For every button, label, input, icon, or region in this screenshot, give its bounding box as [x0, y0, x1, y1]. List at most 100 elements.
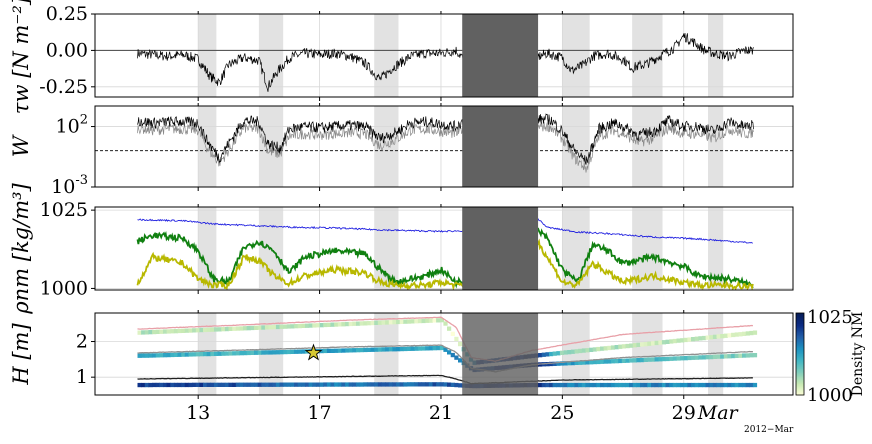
band-middle-cell — [680, 356, 685, 361]
band-middle-cell — [374, 347, 379, 352]
band-middle-cell — [570, 360, 576, 366]
band-bottom-cell — [301, 382, 306, 387]
band-bottom-cell — [177, 382, 182, 388]
band-top-cell — [356, 321, 361, 326]
band-top-cell — [669, 339, 674, 344]
band-bottom-cell — [439, 382, 444, 387]
band-top-cell — [148, 330, 153, 335]
band-middle-cell — [272, 350, 277, 355]
colorbar-segment — [796, 329, 804, 332]
band-top-cell — [556, 351, 561, 356]
band-top-cell — [323, 322, 328, 328]
band-bottom-cell — [621, 382, 626, 388]
colorbar-segment — [796, 341, 804, 344]
band-top-cell — [428, 318, 433, 323]
band-bottom-cell — [214, 382, 219, 387]
colorbar-segment — [796, 385, 804, 388]
shade-light — [632, 14, 663, 97]
band-bottom-cell — [356, 382, 361, 387]
band-middle-cell — [370, 347, 375, 352]
band-top-cell — [632, 343, 637, 348]
band-top-cell — [312, 323, 317, 328]
band-bottom-cell — [651, 382, 656, 388]
band-bottom-cell — [155, 382, 160, 388]
colorbar-tick-label: 1025 — [807, 307, 853, 328]
band-middle-cell — [694, 355, 699, 360]
band-bottom-cell — [385, 382, 390, 387]
colorbar-segment — [796, 332, 804, 335]
band-middle-cell — [399, 346, 404, 352]
band-middle-cell — [421, 346, 426, 351]
band-bottom-cell — [173, 382, 179, 388]
band-middle-cell — [290, 349, 295, 354]
colorbar-segment — [796, 366, 804, 369]
panel-w: 102 10-3 W — [9, 103, 794, 198]
colorbar-segment — [796, 319, 804, 322]
line-middle-interface — [137, 344, 753, 373]
colorbar-segment — [796, 375, 804, 378]
band-bottom-cell — [268, 382, 273, 387]
band-top-cell — [243, 326, 248, 331]
band-top-cell — [610, 345, 616, 350]
band-bottom-cell — [672, 382, 677, 388]
band-bottom-cell — [366, 382, 372, 387]
band-top-cell — [676, 338, 681, 343]
band-top-cell — [636, 342, 641, 347]
colorbar-segment — [796, 313, 804, 315]
band-top-cell — [399, 319, 404, 324]
band-bottom-cell — [702, 382, 707, 388]
band-bottom-cell — [224, 382, 230, 387]
band-middle-cell — [192, 352, 197, 357]
x-tick-label: 25 — [550, 402, 574, 424]
band-bottom-cell — [228, 382, 233, 387]
band-bottom-cell — [239, 382, 244, 387]
shade-dark — [462, 207, 539, 290]
band-bottom-cell — [410, 382, 415, 387]
band-top-cell — [720, 334, 725, 339]
colorbar-segment — [796, 351, 804, 354]
band-middle-cell — [563, 361, 568, 366]
plot-area — [95, 111, 793, 173]
star-marker — [304, 343, 323, 361]
band-middle-cell — [385, 347, 390, 352]
band-bottom-cell — [592, 382, 597, 388]
band-middle-cell — [155, 353, 160, 358]
band-top-cell — [268, 325, 273, 330]
band-middle-cell — [257, 350, 262, 355]
band-top-cell — [152, 329, 157, 335]
band-middle-cell — [301, 349, 306, 354]
band-middle-cell — [224, 351, 230, 356]
band-top-cell — [691, 337, 696, 342]
band-middle-cell — [625, 358, 630, 363]
line-bottom-interface — [137, 374, 753, 385]
band-middle-cell — [152, 353, 157, 358]
band-bottom-cell — [243, 382, 248, 387]
band-bottom-cell — [377, 382, 382, 387]
colorbar-segment — [796, 378, 804, 381]
band-bottom-cell — [731, 382, 736, 388]
band-bottom-cell — [669, 382, 674, 388]
band-middle-cell — [428, 346, 433, 351]
y-axis-label: H [m] — [9, 323, 33, 386]
band-bottom-cell — [567, 382, 572, 388]
band-bottom-cell — [556, 382, 561, 388]
band-bottom-cell — [563, 382, 568, 388]
band-bottom-cell — [600, 382, 605, 388]
band-top-cell — [301, 323, 306, 328]
band-middle-cell — [654, 357, 659, 362]
band-top-cell — [403, 319, 408, 324]
band-top-cell — [702, 335, 707, 341]
colorbar-segment — [796, 317, 804, 320]
band-middle-cell — [228, 351, 233, 356]
band-middle-cell — [323, 348, 328, 354]
band-top-cell — [559, 350, 565, 355]
band-bottom-cell — [195, 382, 200, 387]
band-top-cell — [618, 344, 623, 349]
band-top-cell — [337, 322, 342, 327]
band-bottom-cell — [618, 382, 623, 388]
band-top-cell — [137, 330, 142, 335]
band-middle-cell — [326, 348, 332, 353]
band-middle-cell — [159, 353, 164, 358]
band-middle-cell — [141, 353, 146, 358]
colorbar-segment — [796, 314, 804, 317]
